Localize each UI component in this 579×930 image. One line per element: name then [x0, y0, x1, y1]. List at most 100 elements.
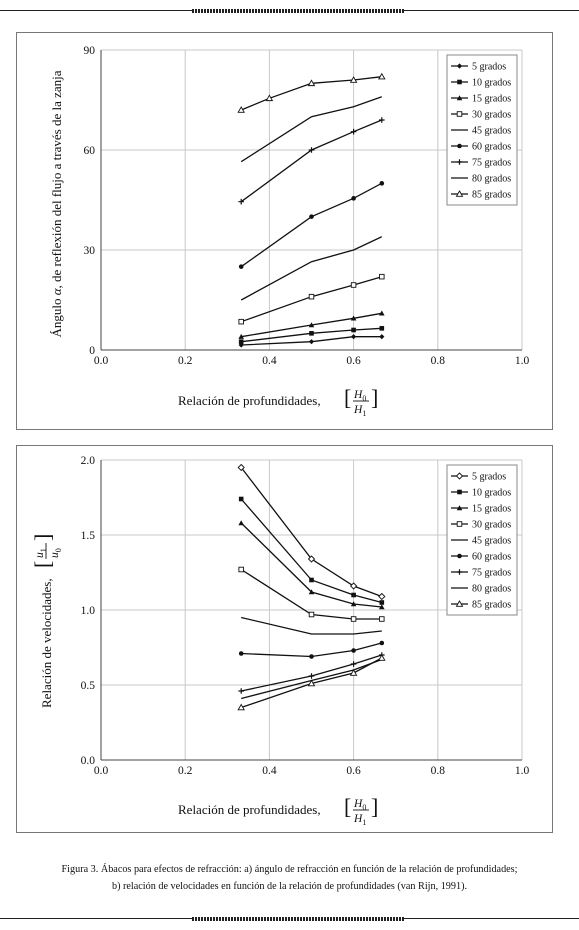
chart-b-x-tick-label: 0.8	[431, 765, 446, 777]
caption-line-2: b) relación de velocidades en función de…	[111, 881, 468, 892]
chart-b-legend-label: 10 grados	[472, 488, 511, 499]
chart-a-x-tick-label: 0.2	[178, 355, 193, 367]
chart-b-data-point	[350, 661, 357, 667]
chart-b-series-line	[240, 657, 383, 709]
chart-a-data-point	[379, 326, 385, 331]
chart-a-legend-label: 75 grados	[472, 158, 511, 169]
chart-b-legend-marker	[456, 569, 463, 575]
chart-b-x-axis-label: Relación de profundidades,	[178, 802, 321, 817]
chart-a-y-tick-label: 90	[84, 45, 96, 57]
chart-b-legend-marker	[455, 600, 464, 607]
chart-a-series-line	[241, 336, 382, 346]
chart-a-x-axis-fraction-denominator: H1	[353, 404, 366, 418]
chart-b-data-point	[379, 604, 385, 610]
chart-b-data-point	[378, 654, 386, 661]
chart-a-series	[237, 72, 386, 348]
chart-a-y-tick-label: 30	[84, 245, 96, 257]
chart-b-data-point	[308, 673, 315, 679]
chart-b-legend-marker	[457, 553, 462, 559]
chart-b-y-tick-label: 2.0	[81, 455, 96, 467]
chart-a-x-tick-label: 0.6	[346, 355, 361, 367]
chart-b-series-line	[240, 467, 383, 598]
chart-a-y-tick-label: 60	[84, 145, 96, 157]
chart-a-data-point	[265, 94, 274, 102]
chart-b-y-axis-fraction-bracket-left: [	[30, 561, 55, 568]
chart-a-x-axis-fraction-bracket-left: [	[344, 385, 351, 410]
chart-a-y-tick-label: 0	[89, 345, 95, 357]
chart-b-data-point	[238, 496, 244, 502]
chart-b-data-point	[351, 648, 356, 653]
chart-a-x-tick-label: 1.0	[515, 355, 530, 367]
chart-b-y-axis-fraction-numerator: u1	[34, 548, 48, 558]
chart-b-legend-marker	[456, 521, 463, 527]
chart-b-legend-label: 60 grados	[472, 552, 511, 563]
chart-b-y-tick-label: 1.0	[81, 605, 96, 617]
chart-a-data-point	[308, 293, 315, 300]
chart-b-legend-label: 45 grados	[472, 536, 511, 547]
chart-a-data-point	[379, 181, 385, 186]
chart-a-legend-label: 10 grados	[472, 78, 511, 89]
chart-a-data-point	[351, 327, 356, 333]
chart-b-data-point	[238, 520, 244, 526]
chart-b-series-line	[240, 522, 382, 608]
chart-b-data-point	[307, 679, 316, 687]
chart-b-legend-label: 15 grados	[472, 504, 511, 515]
chart-b-series-line	[241, 642, 382, 658]
chart-a-data-point	[309, 331, 314, 336]
chart-b-tick-labels: 0.0 0.2 0.4 0.6 0.8 1.0 0.0 0.5 1.0 1.5 2.0	[81, 455, 530, 777]
chart-a-legend-marker	[456, 95, 463, 101]
chart-a-data-point	[379, 273, 385, 280]
chart-a-data-point	[379, 334, 385, 340]
chart-b-data-point	[237, 703, 245, 711]
chart-b-series	[237, 463, 386, 711]
chart-a-data-point	[379, 310, 385, 316]
chart-a-series-line	[240, 236, 383, 301]
chart-b-x-tick-label: 0.0	[94, 765, 109, 777]
chart-a-legend-marker	[457, 143, 462, 149]
chart-a-legend-marker	[457, 79, 462, 85]
chart-b-data-point	[238, 566, 244, 573]
chart-b-data-point	[379, 640, 385, 646]
chart-b-data-point	[349, 582, 358, 590]
chart-b-data-point	[378, 592, 386, 601]
chart-b-x-tick-label: 1.0	[515, 765, 530, 777]
chart-a-data-point	[378, 72, 386, 80]
chart-a-tick-labels: 0.0 0.2 0.4 0.6 0.8 1.0 0 30 60 90	[84, 45, 530, 367]
chart-b-x-tick-label: 0.2	[178, 765, 193, 777]
chart-b-data-point	[308, 589, 315, 595]
chart-b-legend-label: 80 grados	[472, 584, 511, 595]
chart-b-legend-label: 85 grados	[472, 600, 511, 611]
figure-caption: Figura 3. Ábacos para efectos de refracc…	[0, 861, 579, 895]
chart-a-legend-label: 30 grados	[472, 110, 511, 121]
chart-b-data-point	[379, 600, 385, 605]
chart-a-legend-label: 85 grados	[472, 190, 511, 201]
chart-a-x-tick-label: 0.4	[262, 355, 277, 367]
chart-b-legend-label: 75 grados	[472, 568, 511, 579]
chart-a-x-axis-label: Relación de profundidades,	[178, 393, 321, 408]
chart-b-x-tick-label: 0.4	[262, 765, 277, 777]
chart-a-data-point	[349, 76, 358, 83]
chart-a-legend: 5 grados 10 grados 15 grados 30 grados 45 gr…	[446, 54, 518, 206]
chart-b-data-point	[350, 601, 357, 607]
chart-a-data-point	[238, 339, 244, 344]
chart-b-x-axis-fraction-bracket-left: [	[344, 794, 351, 819]
chart-b-series-line	[240, 568, 382, 620]
chart-b-data-point	[238, 651, 244, 656]
chart-b-data-point	[349, 669, 358, 676]
chart-a-data-point	[351, 196, 356, 201]
chart-a-data-point	[237, 106, 245, 113]
chart-a-data-point	[238, 318, 244, 325]
chart-b-data-point	[238, 688, 244, 694]
chart-b-data-point	[351, 592, 356, 598]
chart-b-legend-label: 5 grados	[472, 472, 506, 483]
chart-a-legend-label: 15 grados	[472, 94, 511, 105]
chart-a-data-point	[350, 315, 357, 321]
chart-a-data-point	[308, 147, 315, 153]
chart-b-y-axis-label: Relación de velocidades,	[39, 578, 54, 708]
chart-a-series-line	[240, 182, 383, 268]
chart-a-x-tick-label: 0.0	[94, 355, 109, 367]
chart-b-series-line	[241, 616, 382, 635]
